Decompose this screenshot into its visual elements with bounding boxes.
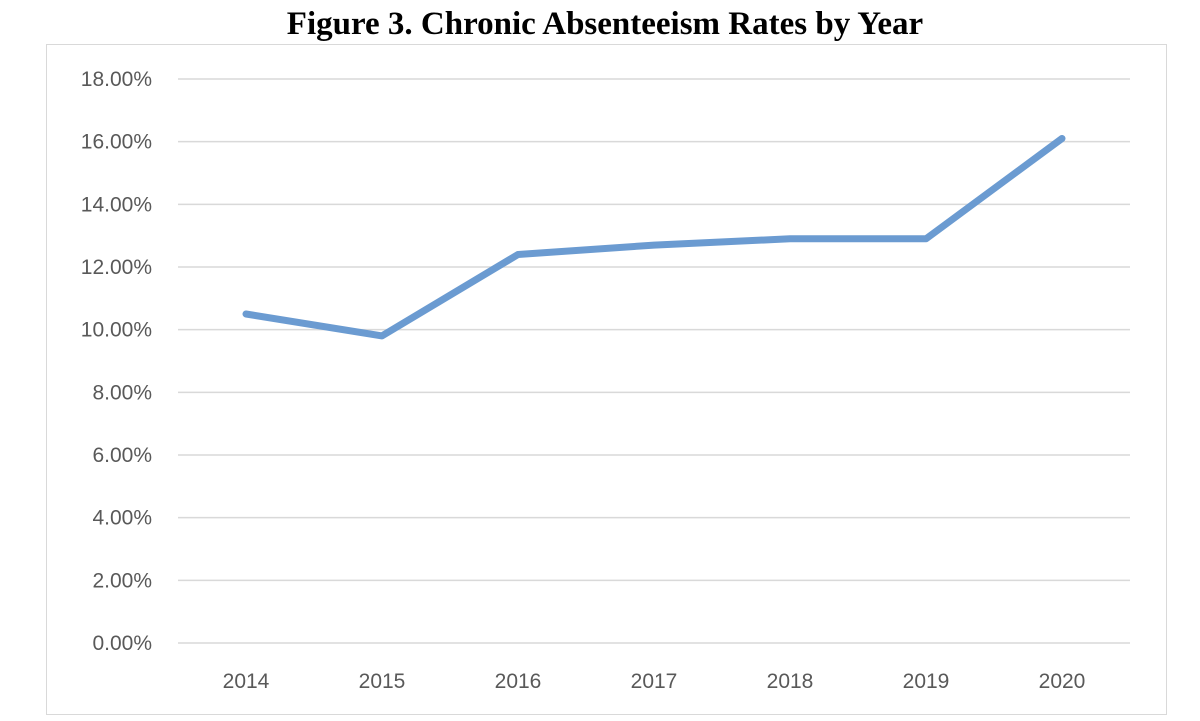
y-tick-label: 10.00% <box>81 319 152 342</box>
y-tick-label: 4.00% <box>92 507 152 530</box>
y-tick-label: 2.00% <box>92 569 152 592</box>
x-tick-label: 2018 <box>767 670 814 693</box>
y-tick-label: 0.00% <box>92 632 152 655</box>
y-tick-label: 18.00% <box>81 68 152 91</box>
series-line-0 <box>242 135 1066 340</box>
data-point-2018 <box>787 236 793 242</box>
data-point-2019 <box>923 236 929 242</box>
data-point-2020 <box>1059 136 1065 142</box>
x-tick-label: 2017 <box>631 670 678 693</box>
y-tick-label: 14.00% <box>81 193 152 216</box>
y-tick-label: 8.00% <box>92 381 152 404</box>
gridlines <box>178 78 1130 644</box>
x-axis-tick-labels: 2014 2015 2016 2017 2018 2019 2020 <box>223 670 1086 693</box>
x-tick-label: 2019 <box>903 670 950 693</box>
x-tick-label: 2020 <box>1039 670 1086 693</box>
x-tick-label: 2014 <box>223 670 270 693</box>
chart-title: Figure 3. Chronic Absenteeism Rates by Y… <box>286 6 924 42</box>
series-lines <box>242 135 1066 340</box>
y-tick-label: 16.00% <box>81 131 152 154</box>
data-point-2015 <box>379 333 385 339</box>
data-point-2017 <box>651 242 657 248</box>
data-point-2016 <box>515 251 521 257</box>
y-tick-label: 12.00% <box>81 256 152 279</box>
x-tick-label: 2016 <box>495 670 542 693</box>
y-tick-label: 6.00% <box>92 444 152 467</box>
data-point-2014 <box>243 311 249 317</box>
y-axis-tick-labels: 0.00% 2.00% 4.00% 6.00% 8.00% 10.00% 12.00% 14.… <box>81 68 152 655</box>
chart-area-border <box>46 44 1167 715</box>
x-tick-label: 2015 <box>359 670 406 693</box>
